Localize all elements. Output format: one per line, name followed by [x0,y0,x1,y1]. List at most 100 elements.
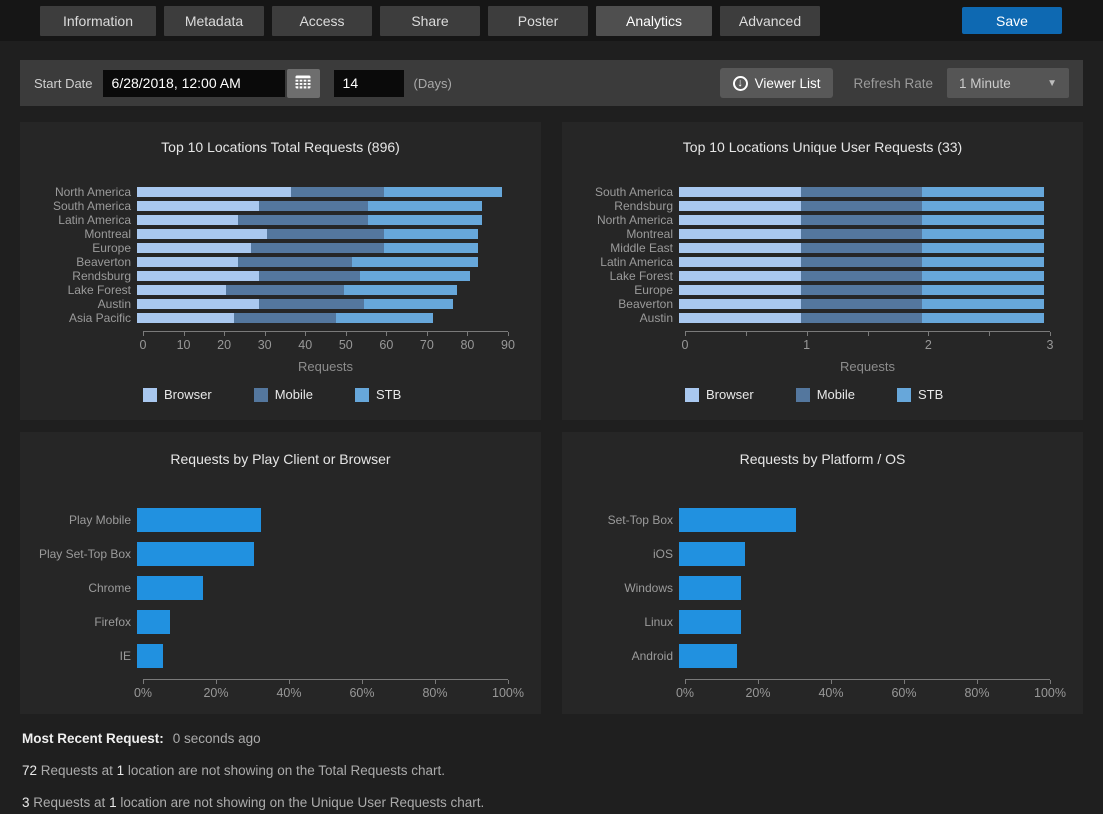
days-input[interactable] [333,69,404,97]
refresh-rate-dropdown[interactable]: 1 Minute ▼ [947,68,1069,98]
axis-tick [345,332,347,336]
calendar-button[interactable] [286,68,320,98]
chart-row: iOS [562,537,1083,571]
category-label: Austin [97,297,131,311]
axis-tick [426,332,428,336]
legend-swatch [253,387,268,402]
axis-tick [989,332,991,336]
category-label: Rendsburg [72,269,131,283]
start-date-input[interactable] [102,69,285,97]
legend-swatch [143,387,157,402]
bar-segment-stb [922,299,1044,309]
bar-segment-mobile [258,201,369,211]
bar-segment-mobile [234,313,336,323]
axis-tick [183,332,185,336]
viewer-list-button[interactable]: ↓ Viewer List [719,68,834,98]
tab-access[interactable]: Access [272,5,372,36]
bar-segment-mobile [800,187,923,197]
tab-analytics[interactable]: Analytics [596,5,712,36]
legend-swatch [795,387,810,402]
axis-tick-label: 0 [139,338,147,352]
chart-row: Lake Forest [20,283,541,297]
note-text: location are not showing on the Total Re… [124,763,446,778]
axis-tick [362,680,363,684]
axis-tick [867,332,869,336]
axis-tick-label: 100% [1034,686,1066,700]
category-label: Latin America [600,255,673,269]
x-axis-label: Requests [298,359,353,374]
bar-segment-browser [679,187,801,197]
axis-tick-label: 80 [460,338,475,352]
axis-tick-label: 3 [1046,338,1054,352]
bar-segment-browser [679,201,801,211]
bar-track [679,215,1044,225]
tab-share[interactable]: Share [380,5,480,36]
axis-tick-label: 20 [217,338,232,352]
note-number: 3 [22,795,30,810]
bar-segment-stb [384,187,502,197]
axis-tick-label: 100% [492,686,524,700]
chart-row: Europe [20,241,541,255]
axis-tick-label: 1 [803,338,811,352]
bar-track [679,187,1044,197]
bar-segment-stb [351,257,478,267]
bar-segment-stb [922,201,1044,211]
chart-rows: North America South America Latin America M… [20,185,541,325]
bar-segment-browser [137,243,251,253]
bar-track [137,215,502,225]
x-axis: 0% 20% 40% 60% 80% 100% [134,679,524,703]
note-text: location are not showing on the Unique U… [116,795,485,810]
bar [679,542,745,566]
bar-track [137,542,502,566]
bar-segment-browser [679,285,801,295]
bar-segment-stb [922,257,1044,267]
category-label: Austin [639,311,673,325]
category-label: Asia Pacific [68,311,131,325]
bar-segment-stb [335,313,434,323]
axis-tick [264,332,266,336]
bar-segment-mobile [258,299,365,309]
bar-track [679,243,1044,253]
legend-item-stb: STB [354,387,402,402]
axis-tick [508,332,509,336]
bar-segment-mobile [266,229,385,239]
bar-track [679,576,1044,600]
x-axis: 0 10 20 30 40 50 60 70 80 90 [139,331,515,355]
viewer-list-label: Viewer List [754,75,821,91]
legend-label: STB [917,387,944,402]
axis-tick-label: 60% [349,686,375,700]
tab-advanced[interactable]: Advanced [720,5,820,36]
axis-tick-label: 40% [276,686,302,700]
axis-tick-label: 10 [176,338,191,352]
chart-row: IE [20,639,541,673]
category-label: Windows [624,581,673,595]
tab-metadata[interactable]: Metadata [164,5,264,36]
legend-swatch [896,387,911,402]
most-recent-request-label: Most Recent Request: [22,731,164,746]
bar [137,508,262,532]
x-axis-label: Requests [840,359,895,374]
axis-tick [435,680,436,684]
chart-row: Austin [20,297,541,311]
save-button[interactable]: Save [962,7,1062,34]
legend-label: STB [375,387,402,402]
category-label: Montreal [84,227,131,241]
bar-segment-mobile [291,187,385,197]
axis-tick [467,332,469,336]
category-label: iOS [652,547,673,561]
bar-segment-mobile [800,243,923,253]
axis-tick [1050,680,1051,684]
tab-poster[interactable]: Poster [488,5,588,36]
bar-track [137,299,502,309]
bar-track [679,271,1044,281]
bar-segment-stb [922,215,1044,225]
chart-row: Play Mobile [20,503,541,537]
bar-segment-browser [137,187,292,197]
tab-information[interactable]: Information [40,5,156,36]
legend-item-browser: Browser [685,387,754,402]
axis-tick-label: 40% [818,686,844,700]
bar-segment-mobile [800,313,923,323]
days-suffix-label: (Days) [413,75,452,91]
chevron-down-icon: ▼ [1047,77,1057,89]
axis-tick-label: 20% [203,686,229,700]
